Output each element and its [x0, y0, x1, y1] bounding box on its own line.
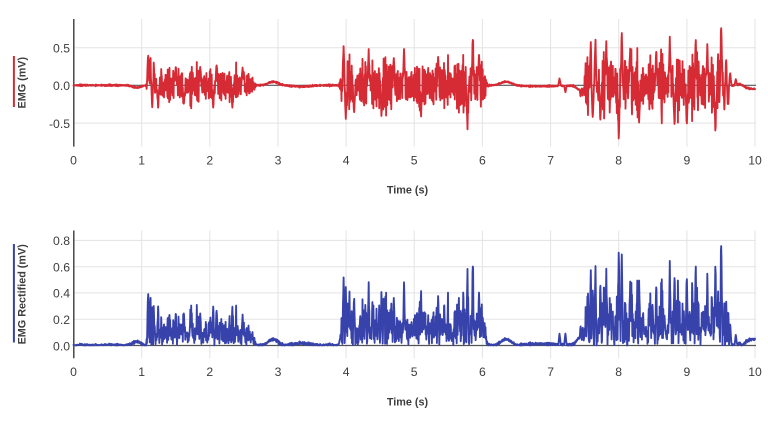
svg-text:4: 4 — [343, 154, 350, 168]
svg-text:2: 2 — [206, 154, 213, 168]
svg-text:7: 7 — [547, 154, 554, 168]
svg-text:8: 8 — [615, 154, 622, 168]
svg-text:2: 2 — [206, 365, 213, 379]
svg-text:1: 1 — [138, 365, 145, 379]
svg-text:Time (s): Time (s) — [387, 185, 429, 197]
svg-text:0: 0 — [70, 154, 77, 168]
svg-text:EMG (mV): EMG (mV) — [17, 57, 29, 109]
svg-text:0.4: 0.4 — [53, 287, 70, 301]
svg-text:10: 10 — [748, 154, 762, 168]
svg-text:5: 5 — [411, 365, 418, 379]
svg-text:9: 9 — [684, 365, 691, 379]
svg-text:1: 1 — [138, 154, 145, 168]
svg-text:0: 0 — [70, 365, 77, 379]
svg-text:10: 10 — [748, 365, 762, 379]
svg-text:9: 9 — [684, 154, 691, 168]
svg-text:7: 7 — [547, 365, 554, 379]
svg-text:0.8: 0.8 — [53, 234, 70, 248]
svg-text:0.6: 0.6 — [53, 261, 70, 275]
svg-text:0.0: 0.0 — [53, 339, 70, 353]
svg-text:6: 6 — [479, 365, 486, 379]
svg-text:5: 5 — [411, 154, 418, 168]
svg-text:Time (s): Time (s) — [387, 397, 429, 409]
svg-text:EMG Rectified (mV): EMG Rectified (mV) — [17, 244, 29, 345]
svg-text:-0.5: -0.5 — [49, 117, 70, 131]
svg-text:0.5: 0.5 — [53, 42, 70, 56]
svg-text:0.2: 0.2 — [53, 313, 70, 327]
svg-text:3: 3 — [275, 154, 282, 168]
svg-text:8: 8 — [615, 365, 622, 379]
svg-text:4: 4 — [343, 365, 350, 379]
svg-text:0.0: 0.0 — [53, 79, 70, 93]
svg-text:6: 6 — [479, 154, 486, 168]
svg-text:3: 3 — [275, 365, 282, 379]
